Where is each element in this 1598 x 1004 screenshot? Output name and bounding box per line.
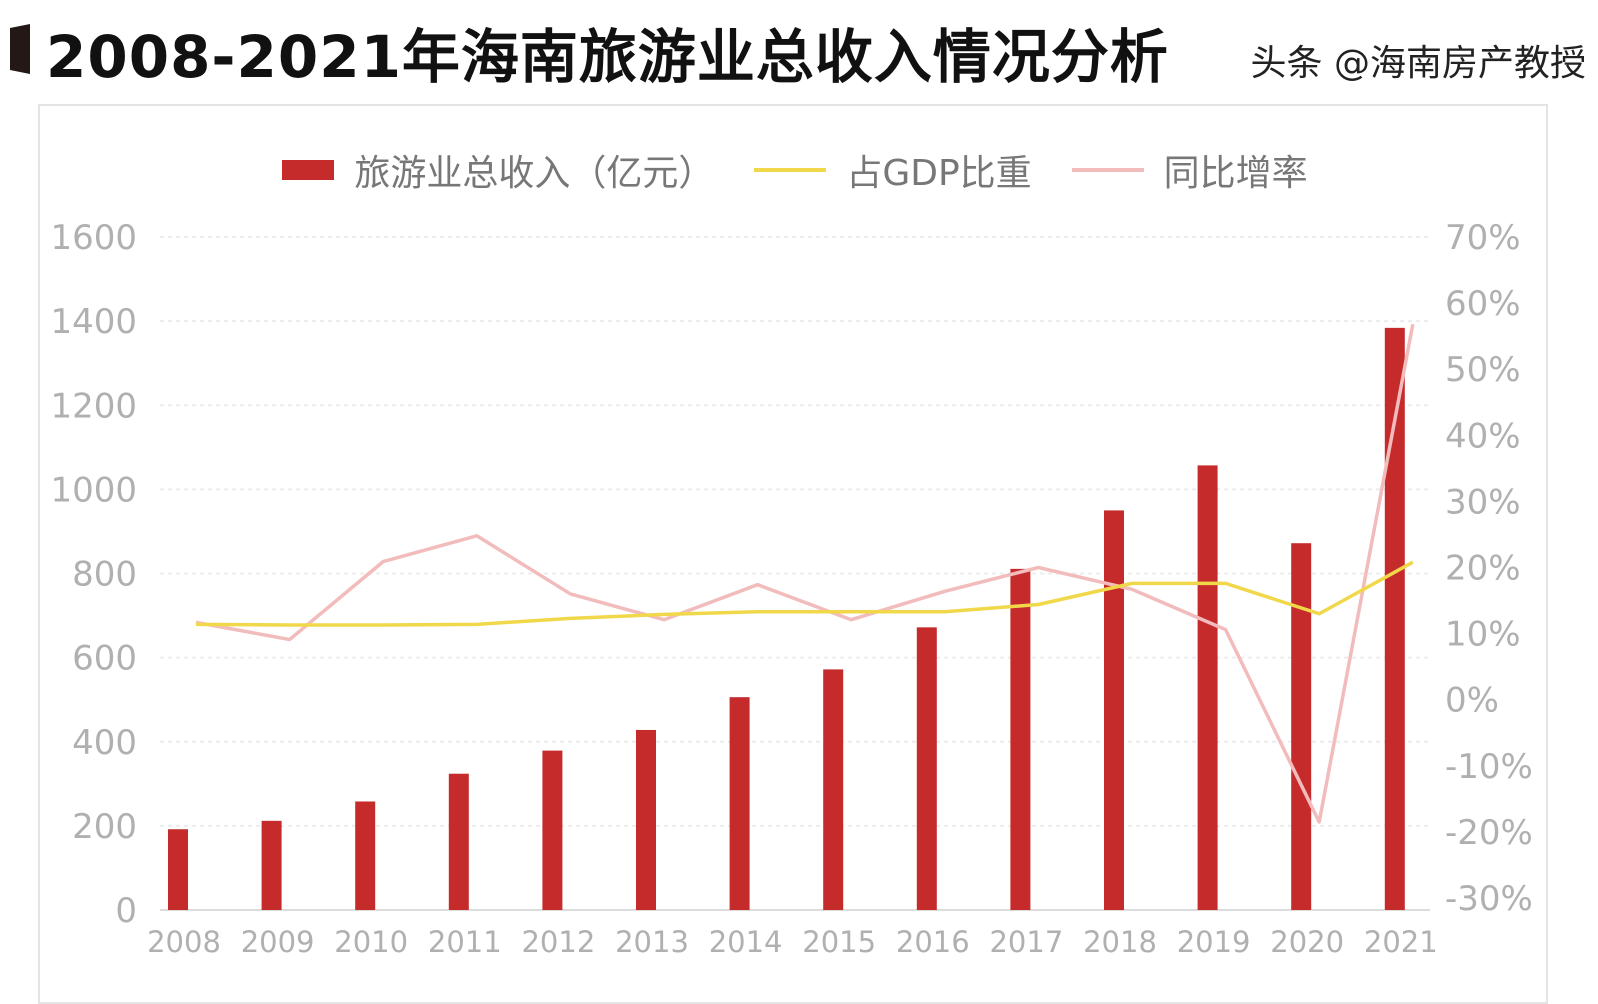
y-right-tick-label: 20% (1445, 549, 1521, 589)
legend-item-revenue: 旅游业总收入（亿元） (282, 144, 714, 196)
y-right-tick-label: 40% (1445, 416, 1521, 456)
y-left-tick-label: 1400 (50, 302, 137, 342)
bar-2015 (823, 669, 843, 910)
bar-2010 (355, 801, 375, 910)
y-left-tick-label: 200 (72, 807, 137, 847)
x-tick-label: 2016 (896, 925, 970, 959)
legend-item-gdp-share: 占GDP比重 (754, 144, 1031, 196)
y-left-tick-label: 600 (72, 639, 137, 679)
bar-2017 (1010, 569, 1030, 910)
y-right-tick-label: -10% (1445, 747, 1533, 787)
x-tick-label: 2018 (1083, 925, 1157, 959)
legend-label-gdp-share: 占GDP比重 (846, 144, 1031, 196)
watermark: 头条 @海南房产教授 (1251, 34, 1586, 86)
y-right-tick-label: 60% (1445, 284, 1521, 324)
y-right-tick-label: 10% (1445, 615, 1521, 655)
legend-swatch-yoy-growth (1072, 168, 1144, 172)
x-tick-label: 2014 (709, 925, 783, 959)
x-tick-label: 2021 (1364, 925, 1438, 959)
y-right-tick-label: 0% (1445, 681, 1499, 721)
x-tick-label: 2011 (428, 925, 502, 959)
legend-label-revenue: 旅游业总收入（亿元） (354, 144, 714, 196)
y-right-tick-label: 70% (1445, 218, 1521, 258)
bar-2012 (542, 751, 562, 910)
x-tick-label: 2009 (241, 925, 315, 959)
legend-swatch-revenue (282, 160, 334, 180)
bar-2009 (262, 821, 282, 910)
bar-2008 (168, 829, 188, 910)
y-right-tick-label: 30% (1445, 482, 1521, 522)
x-tick-label: 2017 (989, 925, 1063, 959)
x-tick-label: 2012 (521, 925, 595, 959)
x-tick-label: 2010 (334, 925, 408, 959)
y-right-tick-label: -30% (1445, 879, 1533, 919)
y-left-tick-label: 800 (72, 555, 137, 595)
legend-label-yoy-growth: 同比增率 (1164, 144, 1308, 196)
x-tick-label: 2019 (1177, 925, 1251, 959)
bar-2018 (1104, 510, 1124, 910)
legend-item-yoy-growth: 同比增率 (1072, 144, 1308, 196)
bar-2014 (730, 697, 750, 910)
y-left-tick-label: 1200 (50, 386, 137, 426)
x-tick-label: 2015 (802, 925, 876, 959)
y-right-tick-label: -20% (1445, 813, 1533, 853)
bar-2013 (636, 730, 656, 910)
y-left-tick-label: 1000 (50, 470, 137, 510)
y-left-tick-label: 0 (115, 891, 137, 931)
legend: 旅游业总收入（亿元） 占GDP比重 同比增率 (160, 144, 1430, 196)
legend-swatch-gdp-share (754, 168, 826, 172)
y-left-tick-label: 400 (72, 723, 137, 763)
bar-2016 (917, 627, 937, 910)
bar-2020 (1291, 543, 1311, 910)
y-right-tick-label: 50% (1445, 350, 1521, 390)
x-tick-label: 2013 (615, 925, 689, 959)
x-tick-label: 2008 (147, 925, 221, 959)
bar-2019 (1198, 465, 1218, 910)
x-tick-label: 2020 (1270, 925, 1344, 959)
y-left-tick-label: 1600 (50, 218, 137, 258)
bar-2011 (449, 774, 469, 910)
line-gdp-share (196, 562, 1413, 625)
